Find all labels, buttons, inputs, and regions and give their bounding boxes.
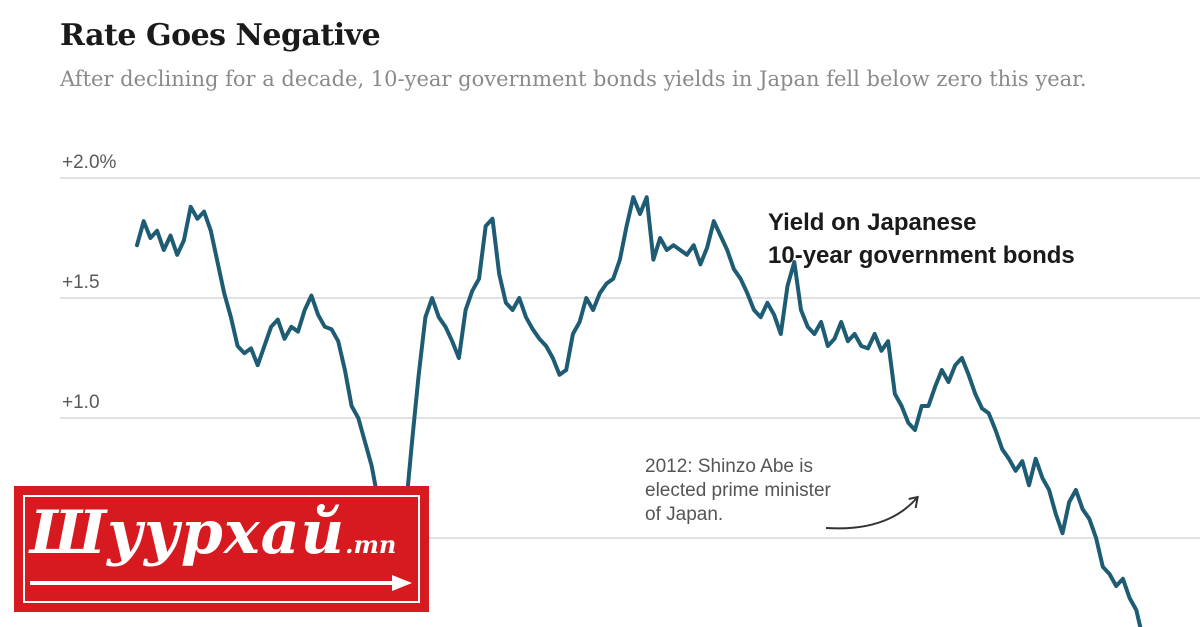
annotation-text: 2012: Shinzo Abe is xyxy=(645,456,813,477)
series-line-jgb-10y xyxy=(135,195,1143,627)
series-label: Yield on Japanese 10-year government bond… xyxy=(768,209,1075,269)
annotation-text: of Japan. xyxy=(645,504,723,525)
shuurhai-logo: Шуурхай.mn xyxy=(14,486,429,612)
y-tick-label: +1.0 xyxy=(62,392,100,413)
annotation-abe: 2012: Shinzo Abe is elected prime ministe… xyxy=(645,456,919,530)
logo-frame xyxy=(23,495,420,603)
y-tick-label: +1.5 xyxy=(62,272,100,293)
logo-wordmark: Шуурхай.mn xyxy=(30,498,397,568)
series-label-line: 10-year government bonds xyxy=(768,242,1075,269)
logo-arrow-icon xyxy=(30,575,412,591)
series-label-line: Yield on Japanese xyxy=(768,209,977,236)
y-tick-label: +2.0% xyxy=(62,152,117,173)
y-axis-ticks: +2.0% +1.5 +1.0 xyxy=(62,152,117,413)
annotation-arrowhead xyxy=(908,495,919,509)
chart-subtitle: After declining for a decade, 10-year go… xyxy=(60,67,1087,91)
annotation-arrow xyxy=(825,496,919,530)
chart-title: Rate Goes Negative xyxy=(60,18,381,53)
annotation-text: elected prime minister xyxy=(645,480,832,501)
